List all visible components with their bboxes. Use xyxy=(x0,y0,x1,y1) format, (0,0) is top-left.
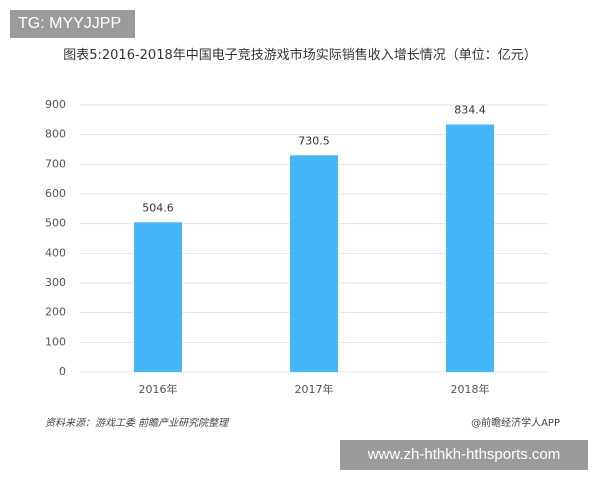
y-tick-label: 200 xyxy=(45,306,66,319)
x-tick-label: 2016年 xyxy=(139,382,178,396)
y-tick-label: 300 xyxy=(45,276,66,289)
x-tick-label: 2018年 xyxy=(451,382,490,396)
y-tick-label: 600 xyxy=(45,187,66,200)
chart-title: 图表5:2016-2018年中国电子竞技游戏市场实际销售收入增长情况（单位：亿元… xyxy=(63,48,537,63)
header-tag: TG: MYYJJPP xyxy=(10,10,135,38)
credit: @前瞻经济学人APP xyxy=(471,416,560,429)
bar xyxy=(446,124,494,372)
x-tick-label: 2017年 xyxy=(295,382,334,396)
bar xyxy=(290,155,338,372)
y-tick-label: 100 xyxy=(45,335,66,348)
y-tick-label: 500 xyxy=(45,217,66,230)
y-tick-label: 800 xyxy=(45,128,66,141)
y-tick-label: 700 xyxy=(45,157,66,170)
footer-url: www.zh-hthkh-hthsports.com xyxy=(340,440,588,470)
y-tick-label: 400 xyxy=(45,246,66,259)
value-label: 730.5 xyxy=(298,134,330,147)
y-tick-label: 0 xyxy=(59,365,66,378)
value-label: 504.6 xyxy=(142,201,174,214)
source: 资料来源：游戏工委 前瞻产业研究院整理 xyxy=(45,417,230,429)
y-tick-label: 900 xyxy=(45,98,66,111)
bar xyxy=(134,222,182,372)
value-label: 834.4 xyxy=(454,103,486,116)
